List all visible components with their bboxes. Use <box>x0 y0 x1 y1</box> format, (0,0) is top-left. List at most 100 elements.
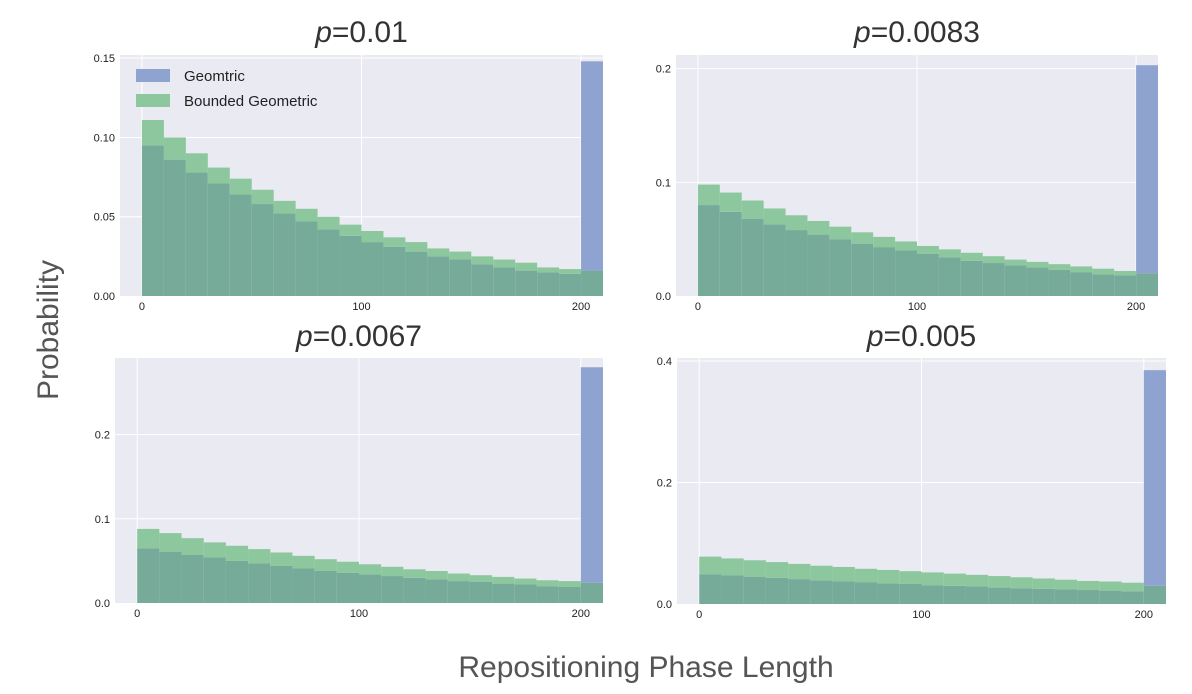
bar-overlap-bin-2 <box>181 555 204 603</box>
bar-bounded-bin-2 <box>185 153 208 173</box>
bar-overlap-bin-5 <box>251 204 274 296</box>
bar-bounded-bin-8 <box>314 559 337 572</box>
x-axis-label: Repositioning Phase Length <box>458 651 833 684</box>
bar-overlap-bin-1 <box>163 159 186 296</box>
bar-overlap-bin-2 <box>743 576 766 604</box>
bar-overlap-bin-3 <box>207 183 230 296</box>
subplot-title: p=0.005 <box>866 320 976 353</box>
bar-bounded-bin-5 <box>810 565 833 581</box>
legend-swatch-0 <box>136 69 170 82</box>
bar-bounded-bin-4 <box>229 178 252 195</box>
bar-overlap-bin-10 <box>921 585 944 604</box>
bar-bounded-bin-3 <box>203 542 226 558</box>
bar-overlap-bin-10 <box>917 253 939 296</box>
bar-overlap-bin-1 <box>159 551 182 603</box>
bar-overlap-bin-8 <box>314 571 337 603</box>
bar-bounded-bin-2 <box>181 538 204 556</box>
bar-overlap-bin-16 <box>492 583 515 603</box>
bar-bounded-bin-3 <box>765 562 789 578</box>
bar-bounded-bin-1 <box>163 137 186 160</box>
bar-bounded-bin-5 <box>251 189 274 205</box>
bar-overlap-bin-5 <box>248 563 271 603</box>
y-axis-label: Probability <box>32 260 65 400</box>
xtick-label-0: 0 <box>139 301 145 313</box>
bar-overlap-bin-14 <box>1004 265 1027 296</box>
bar-overlap-bin-12 <box>965 586 989 604</box>
bar-overlap-bin-4 <box>788 579 811 604</box>
ytick-label-2: 0.2 <box>95 430 110 442</box>
bar-overlap-bin-4 <box>225 560 249 603</box>
bar-overlap-bin-5 <box>810 580 833 604</box>
bar-overlap-bin-6 <box>829 239 852 296</box>
bar-bounded-bin-15 <box>469 575 493 582</box>
bar-bounded-bin-11 <box>381 566 404 577</box>
bar-bounded-bin-17 <box>1070 266 1093 273</box>
bar-overlap-bin-20 <box>1136 273 1158 296</box>
bar-bounded-bin-8 <box>317 216 340 230</box>
bar-bounded-bin-5 <box>807 220 830 235</box>
xtick-label-1: 100 <box>352 301 370 313</box>
bar-bounded-bin-7 <box>854 568 878 583</box>
bar-overlap-bin-19 <box>1114 275 1137 296</box>
bar-bounded-bin-6 <box>832 566 855 582</box>
bar-overlap-bin-14 <box>1010 588 1033 604</box>
bar-overlap-bin-18 <box>537 272 560 296</box>
bar-bounded-bin-4 <box>785 215 808 231</box>
bar-bounded-bin-14 <box>1010 577 1033 589</box>
bar-overlap-bin-19 <box>559 273 582 296</box>
bar-overlap-bin-6 <box>273 213 296 296</box>
xtick-label-0: 0 <box>695 301 701 313</box>
bar-bounded-bin-6 <box>829 226 852 240</box>
bar-overlap-bin-17 <box>1070 272 1093 296</box>
bar-overlap-bin-11 <box>381 576 404 603</box>
bar-overlap-bin-1 <box>721 575 744 604</box>
bar-bounded-bin-6 <box>273 200 296 214</box>
subplot-4: 0.0 0.2 0.4 0 100 200 p=0.005 <box>657 320 1166 621</box>
bar-overlap-bin-12 <box>403 577 426 603</box>
bar-overlap-bin-0 <box>697 205 720 296</box>
bar-bounded-bin-9 <box>899 571 922 584</box>
bar-bounded-bin-17 <box>515 262 538 271</box>
bar-overlap-bin-14 <box>447 581 470 603</box>
bar-bounded-bin-13 <box>988 576 1011 588</box>
bar-bounded-bin-16 <box>493 259 516 268</box>
bar-overlap-bin-0 <box>137 548 160 603</box>
bar-overlap-bin-16 <box>1054 589 1078 604</box>
bar-overlap-bin-9 <box>336 572 359 603</box>
legend-swatch-1 <box>136 94 170 107</box>
bar-overlap-bin-17 <box>514 584 537 603</box>
bar-geometric-bin-20 <box>1136 65 1158 274</box>
bar-bounded-bin-15 <box>1032 578 1055 589</box>
bar-bounded-bin-13 <box>427 248 450 257</box>
bar-bounded-bin-18 <box>1099 581 1122 591</box>
xtick-label-2: 200 <box>1127 301 1145 313</box>
bar-overlap-bin-15 <box>471 264 494 296</box>
bar-bounded-bin-1 <box>721 558 744 576</box>
xtick-label-2: 200 <box>572 608 590 620</box>
xtick-label-1: 100 <box>350 608 368 620</box>
legend: Geomtric Bounded Geometric <box>136 68 318 110</box>
ytick-label-0: 0.0 <box>657 599 672 611</box>
bar-overlap-bin-11 <box>943 585 966 604</box>
bar-bounded-bin-2 <box>743 560 766 577</box>
bar-overlap-bin-15 <box>1032 588 1055 604</box>
bar-bounded-bin-14 <box>449 251 472 260</box>
bar-bounded-bin-10 <box>917 245 939 254</box>
bar-overlap-bin-3 <box>763 224 786 296</box>
xtick-label-0: 0 <box>134 608 140 620</box>
bar-overlap-bin-4 <box>229 194 252 296</box>
xtick-label-2: 200 <box>572 301 590 313</box>
bar-overlap-bin-13 <box>425 579 448 603</box>
bar-overlap-bin-5 <box>807 234 830 296</box>
subplot-2: 0.0 0.1 0.2 0 100 200 p=0.0083 <box>656 16 1158 313</box>
bar-bounded-bin-17 <box>1077 580 1100 591</box>
bar-bounded-bin-6 <box>270 552 293 566</box>
bar-bounded-bin-17 <box>514 578 537 585</box>
bar-geometric-bin-20 <box>580 367 603 583</box>
ytick-label-3: 0.15 <box>94 53 115 65</box>
bar-overlap-bin-16 <box>493 267 516 296</box>
bar-bounded-bin-7 <box>851 232 874 244</box>
bar-overlap-bin-6 <box>832 581 855 604</box>
bar-overlap-bin-18 <box>1099 590 1122 604</box>
